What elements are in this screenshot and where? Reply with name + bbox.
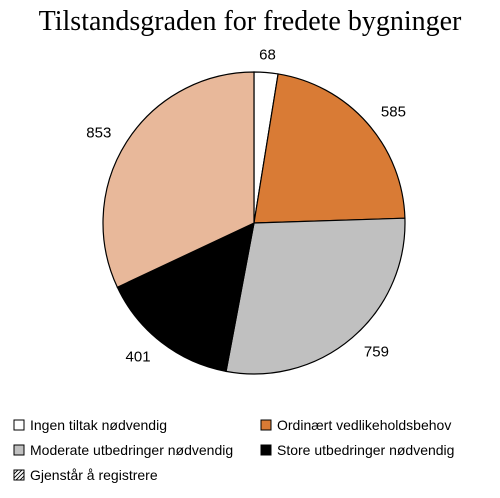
legend: Ingen tiltak nødvendig Ordinært vedlikeho… xyxy=(13,417,454,483)
legend-item-ingen-tiltak-nodvendig: Ingen tiltak nødvendig xyxy=(13,417,167,433)
data-label-store-utbedringer-nodvendig: 401 xyxy=(126,349,151,366)
chart-title: Tilstandsgraden for fredete bygninger xyxy=(39,6,462,37)
legend-label: Store utbedringer nødvendig xyxy=(277,442,454,458)
legend-label: Moderate utbedringer nødvendig xyxy=(30,442,233,458)
legend-swatch xyxy=(13,444,25,456)
legend-item-moderate-utbedringer-nodvendig: Moderate utbedringer nødvendig xyxy=(13,442,233,458)
pie-slice-gjenstar-a-registrere xyxy=(102,71,255,289)
pie-slice-store-utbedringer-nodvendig xyxy=(116,221,255,373)
legend-swatch xyxy=(13,469,25,481)
legend-item-ordinaert-vedlikeholdsbehov: Ordinært vedlikeholdsbehov xyxy=(260,417,451,433)
legend-label: Ordinært vedlikeholdsbehov xyxy=(277,417,451,433)
pie-slices xyxy=(102,71,406,375)
legend-item-store-utbedringer-nodvendig: Store utbedringer nødvendig xyxy=(260,442,454,458)
data-label-moderate-utbedringer-nodvendig: 759 xyxy=(364,343,389,360)
legend-item-gjenstar-a-registrere: Gjenstår å registrere xyxy=(13,467,158,483)
legend-swatch xyxy=(13,419,25,431)
data-label-ordinaert-vedlikeholdsbehov: 585 xyxy=(381,103,406,120)
legend-swatch xyxy=(260,419,272,431)
legend-label: Ingen tiltak nødvendig xyxy=(30,417,167,433)
data-label-gjenstar-a-registrere: 853 xyxy=(86,124,111,141)
legend-label: Gjenstår å registrere xyxy=(30,467,158,483)
legend-swatch xyxy=(260,444,272,456)
data-labels: 68 585 759 401 853 xyxy=(86,47,406,366)
data-label-ingen-tiltak-nodvendig: 68 xyxy=(259,47,276,64)
pie-slice-ordinaert-vedlikeholdsbehov xyxy=(253,73,406,224)
pie-slice-moderate-utbedringer-nodvendig xyxy=(225,217,406,375)
